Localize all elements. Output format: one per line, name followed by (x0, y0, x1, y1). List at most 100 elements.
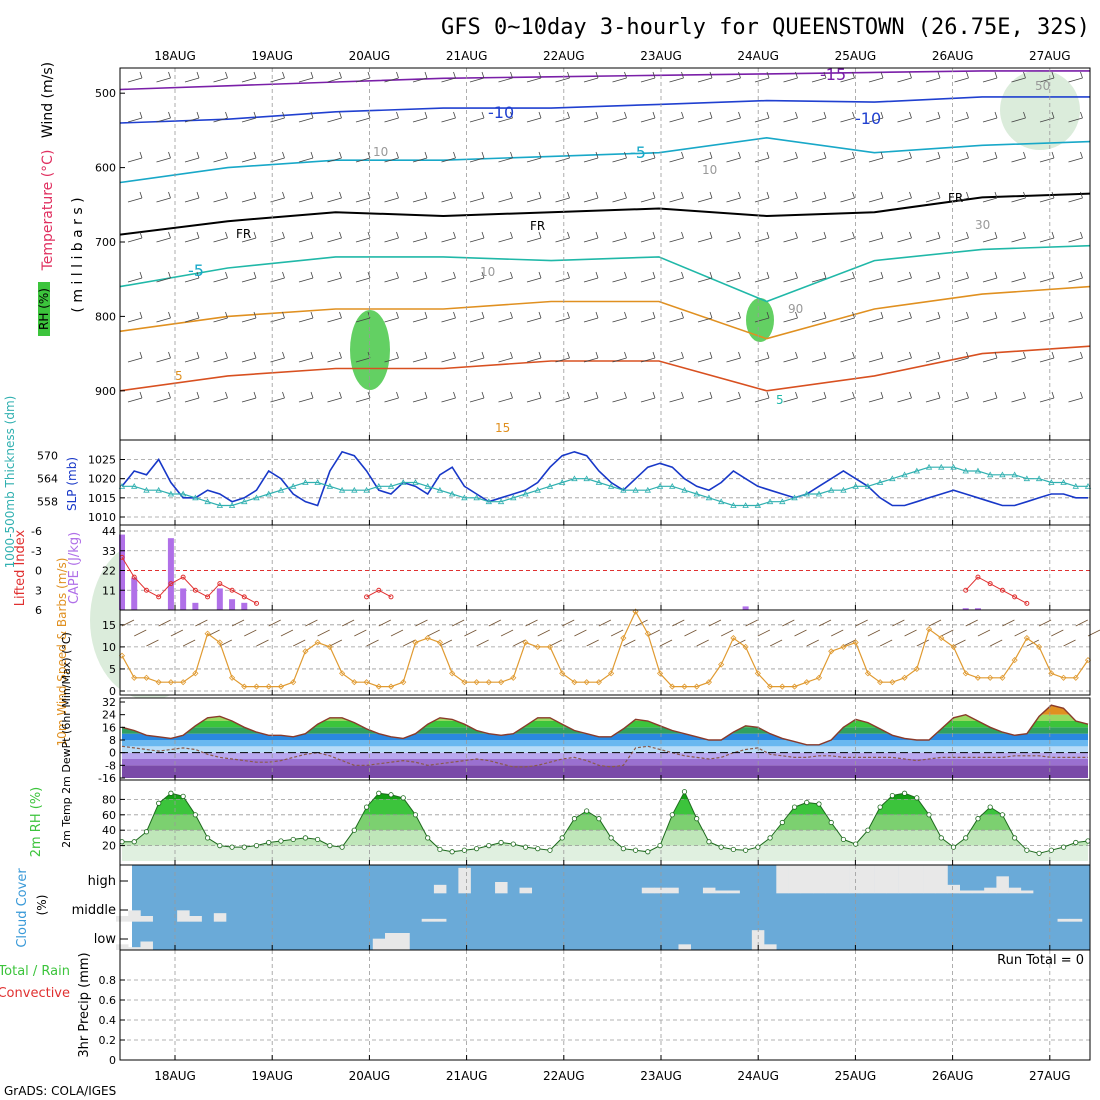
wind-barb-10m (708, 619, 722, 627)
y-tick-label: 0 (109, 1054, 116, 1067)
contour-label: 5 (776, 393, 784, 407)
rh-point (889, 792, 895, 799)
thickness-point (913, 467, 920, 474)
wind-barb (897, 357, 912, 363)
wind-barb-flag (510, 151, 513, 159)
rh-point (1048, 847, 1054, 853)
wind-barb-10m (720, 629, 734, 637)
thickness-point (167, 490, 175, 497)
thickness-point (693, 490, 700, 497)
wind-barb-flag (994, 351, 998, 359)
rh-point (853, 841, 859, 847)
rh-point (938, 835, 944, 841)
cloud-gap-cell (1020, 890, 1034, 894)
wind-barb-flag (282, 351, 285, 359)
wind-barb (954, 77, 969, 83)
wind-barb-flag (139, 151, 143, 159)
wind-barb-flag (966, 391, 969, 399)
wind-barb-flag (1080, 391, 1083, 399)
wind-barb-flag (681, 151, 684, 159)
wind-speed-point (228, 674, 236, 681)
y-tick-label: 0.8 (99, 974, 117, 987)
wind-barb (612, 77, 627, 83)
wind-barb-flag (139, 71, 143, 79)
wind-barb-flag (339, 111, 342, 119)
wind-barb-flag (937, 111, 941, 119)
wind-barb (498, 197, 513, 203)
rh-point (486, 842, 492, 849)
wind-barb-flag (1023, 111, 1026, 119)
cloud-gap-cell (1008, 887, 1022, 894)
cloud-gap-cell (874, 865, 887, 894)
wind-barb (583, 197, 599, 203)
wind-barb-flag (766, 191, 770, 199)
rh-point (865, 827, 871, 833)
wind-speed-point (339, 670, 346, 677)
wind-barb-flag (766, 311, 770, 319)
wind-barb (1068, 237, 1083, 243)
y-tick-label: 5 (109, 663, 116, 676)
wind-barb-flag (909, 151, 912, 159)
wind-barb-flag (310, 351, 314, 359)
li-point (987, 581, 993, 587)
wind-barb (441, 397, 456, 403)
y-tick-label: 0 (109, 747, 116, 760)
wind-barb-flag (1051, 391, 1055, 399)
y-tick-label: 1020 (88, 473, 116, 486)
wind-barb (754, 157, 770, 163)
wind-barb (954, 357, 969, 363)
rh-point (327, 842, 333, 849)
thickness-point (302, 479, 309, 485)
wind-barb (213, 397, 228, 403)
wind-barb-10m (256, 639, 269, 647)
wind-barb-flag (168, 351, 171, 359)
wind-barb-flag (282, 271, 285, 279)
wind-barb (640, 277, 656, 283)
y-tick-label: 10 (102, 641, 116, 654)
wind-barb (840, 397, 855, 403)
wind-barb-flag (880, 351, 884, 359)
wind-barb (156, 77, 171, 83)
y-tick-label: 40 (102, 824, 116, 837)
cape-bar (742, 606, 749, 610)
wind-barb-flag (310, 151, 314, 159)
wind-speed-point (277, 683, 285, 690)
y-tick-label: 500 (95, 87, 116, 100)
wind-barb-flag (253, 351, 257, 359)
wind-barb-10m (427, 629, 440, 637)
wind-barb-10m (146, 639, 159, 647)
wind-barb-flag (880, 111, 884, 119)
wind-barb-10m (1075, 619, 1088, 627)
wind-barb (811, 197, 827, 203)
wind-barb-10m (378, 619, 391, 627)
thickness-point (717, 498, 725, 505)
wind-barb-flag (225, 231, 228, 239)
rh-point (681, 789, 688, 795)
wind-speed-point (546, 643, 554, 650)
wind-barb (1068, 397, 1083, 403)
top-date-label: 22AUG (543, 49, 585, 63)
wind-barb (384, 237, 399, 243)
wind-barb-flag (196, 311, 200, 319)
wind-barb (1068, 77, 1083, 83)
cape-bar (192, 602, 199, 610)
wind-barb (982, 277, 998, 283)
wind-barb (498, 397, 513, 403)
cape-bar (131, 577, 138, 610)
cloud-gap-cell (825, 865, 838, 894)
wind-barb-flag (225, 191, 228, 199)
wind-barb-flag (396, 231, 399, 239)
wind-barb (868, 277, 884, 283)
wind-barb (526, 357, 542, 363)
wind-speed-point (938, 634, 945, 642)
cloud-axis-label: Cloud Cover (15, 868, 30, 948)
wind-barb (384, 117, 399, 123)
wind-barb (412, 237, 428, 243)
rh-point (437, 846, 443, 853)
wind-barb (640, 317, 656, 323)
contour-label: -10 (855, 109, 881, 128)
wind-barb (840, 357, 855, 363)
wind-barb (697, 157, 713, 163)
li-point (1024, 600, 1030, 606)
wind-barb-flag (453, 391, 456, 399)
